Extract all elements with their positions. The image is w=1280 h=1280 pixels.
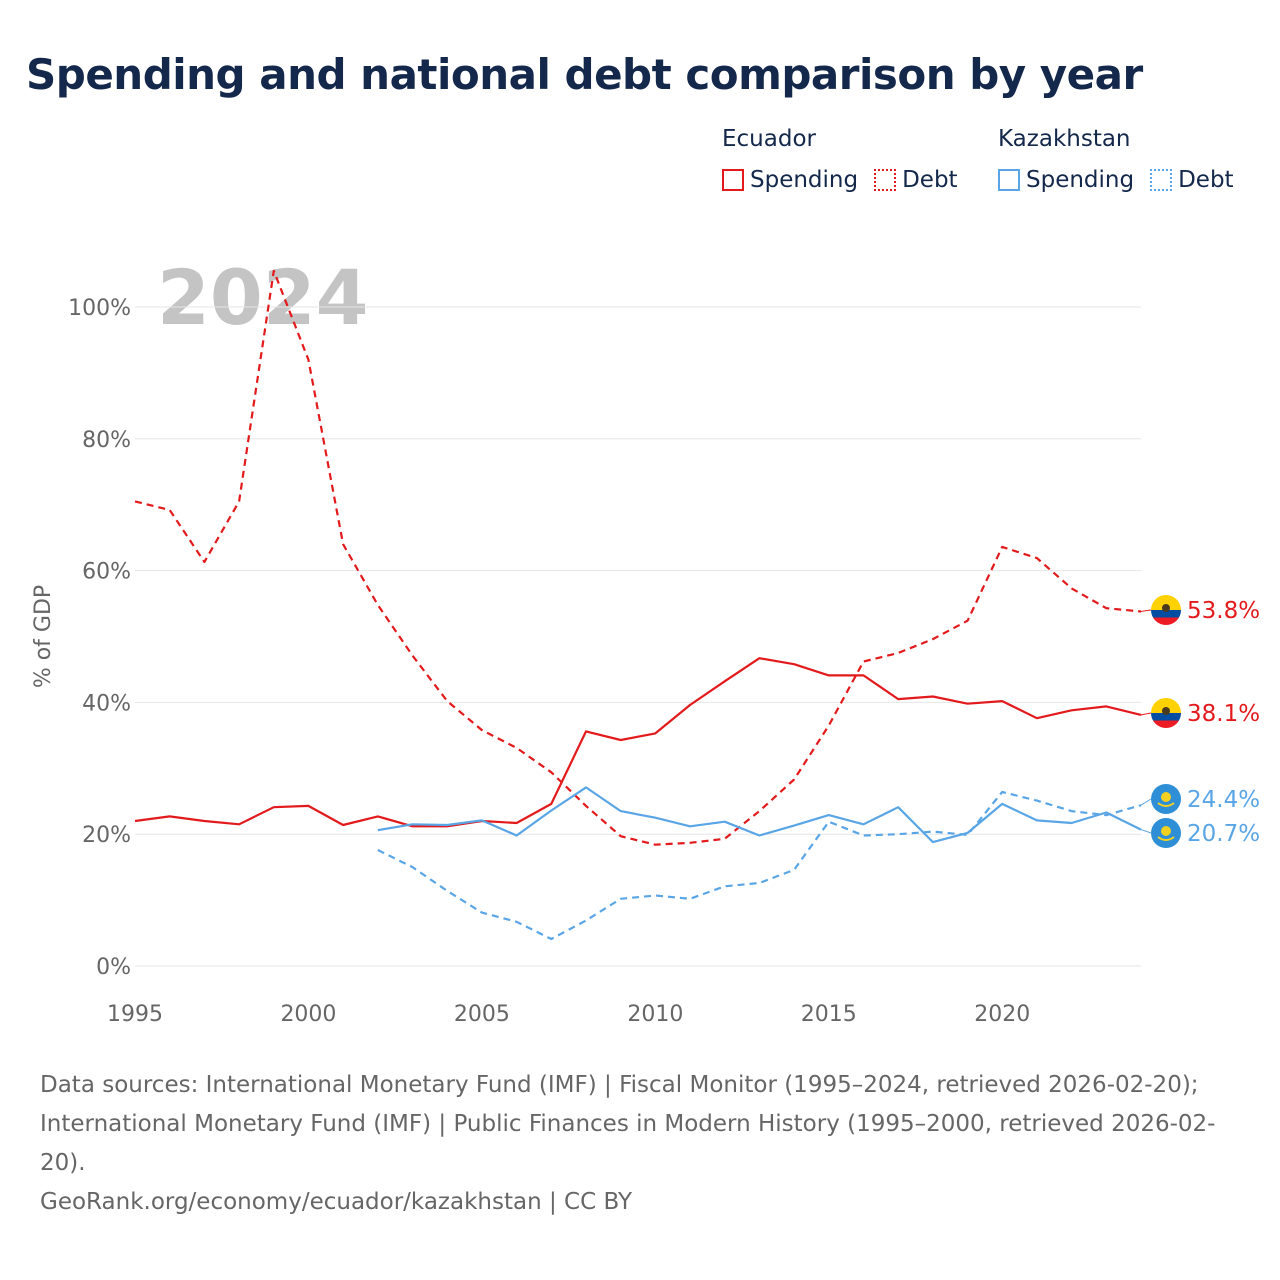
flag-stripes bbox=[1151, 698, 1181, 728]
series-line-kazakhstan-spending bbox=[377, 786, 1142, 844]
x-tick-label: 2005 bbox=[454, 1002, 510, 1027]
flag-stripe-yellow bbox=[1151, 595, 1181, 610]
kazakhstan-flag-icon bbox=[1151, 784, 1181, 814]
end-connector bbox=[1140, 712, 1152, 716]
legend-item-label: Spending bbox=[750, 167, 859, 193]
dotted-swatch-icon bbox=[874, 169, 897, 191]
legend-item-label: Debt bbox=[1178, 167, 1234, 193]
chart-title: Spending and national debt comparison by… bbox=[26, 50, 1143, 99]
flag-sun bbox=[1161, 826, 1171, 836]
flag-stripe-blue bbox=[1151, 713, 1181, 721]
legend-group-name: Kazakhstan bbox=[998, 126, 1131, 152]
end-connector bbox=[1140, 829, 1152, 834]
flag-stripe-red bbox=[1151, 617, 1181, 625]
end-connector bbox=[1140, 798, 1152, 806]
x-tick-label: 2010 bbox=[627, 1002, 683, 1027]
series-line-kazakhstan-debt bbox=[377, 790, 1142, 941]
legend-kazakhstan: Kazakhstan Spending Debt bbox=[998, 124, 1250, 193]
y-axis-label: % of GDP bbox=[31, 585, 56, 688]
end-value-label: 20.7% bbox=[1187, 821, 1260, 847]
x-tick-label: 1995 bbox=[107, 1002, 163, 1027]
flag-emblem bbox=[1162, 707, 1170, 715]
series-line-ecuador-spending bbox=[134, 657, 1142, 828]
y-tick-label: 60% bbox=[82, 560, 131, 585]
sources-footer: Data sources: International Monetary Fun… bbox=[40, 1066, 1240, 1222]
legend-group-name: Ecuador bbox=[722, 126, 816, 152]
legend-item-label: Debt bbox=[902, 167, 958, 193]
flag-stripe-red bbox=[1151, 720, 1181, 728]
solid-swatch-icon bbox=[722, 169, 744, 191]
legend-item-label: Spending bbox=[1026, 167, 1135, 193]
year-watermark: 2024 bbox=[157, 253, 369, 342]
x-tick-label: 2000 bbox=[280, 1002, 336, 1027]
ecuador-flag-icon bbox=[1151, 698, 1181, 728]
legend-ecuador-debt[interactable]: Debt bbox=[874, 167, 958, 193]
dotted-swatch-icon bbox=[1150, 169, 1173, 191]
y-tick-label: 80% bbox=[82, 428, 131, 453]
flag-stripe-blue bbox=[1151, 610, 1181, 618]
legend-kazakhstan-spending[interactable]: Spending bbox=[998, 167, 1134, 193]
series-line-ecuador-debt bbox=[134, 269, 1142, 846]
legend-ecuador: Ecuador Spending Debt bbox=[722, 124, 974, 193]
ecuador-flag-icon bbox=[1151, 595, 1181, 625]
x-tick-label: 2015 bbox=[801, 1002, 857, 1027]
end-value-label: 53.8% bbox=[1187, 598, 1260, 624]
kazakhstan-flag-icon bbox=[1151, 818, 1181, 848]
legend-ecuador-spending[interactable]: Spending bbox=[722, 167, 858, 193]
y-tick-label: 20% bbox=[82, 823, 131, 848]
y-tick-label: 100% bbox=[68, 296, 131, 321]
y-tick-label: 0% bbox=[96, 955, 131, 980]
flag-stripes bbox=[1151, 595, 1181, 625]
solid-swatch-icon bbox=[998, 169, 1020, 191]
flag-eagle bbox=[1157, 802, 1175, 807]
y-tick-label: 40% bbox=[82, 691, 131, 716]
legend-kazakhstan-debt[interactable]: Debt bbox=[1150, 167, 1234, 193]
sources-text: Data sources: International Monetary Fun… bbox=[40, 1072, 1216, 1176]
end-value-label: 38.1% bbox=[1187, 701, 1260, 727]
line-chart: 2024 0% 20% 40% 60% 80% 100% 1995 2000 2005 2010 20… bbox=[31, 253, 1260, 1027]
flag-emblem bbox=[1162, 604, 1170, 612]
flag-eagle bbox=[1157, 836, 1175, 841]
end-value-label: 24.4% bbox=[1187, 787, 1260, 813]
attribution-link[interactable]: GeoRank.org/economy/ecuador/kazakhstan |… bbox=[40, 1189, 633, 1215]
flag-stripe-yellow bbox=[1151, 698, 1181, 713]
flag-sun bbox=[1161, 792, 1171, 802]
end-connector bbox=[1140, 609, 1152, 612]
x-tick-label: 2020 bbox=[974, 1002, 1030, 1027]
